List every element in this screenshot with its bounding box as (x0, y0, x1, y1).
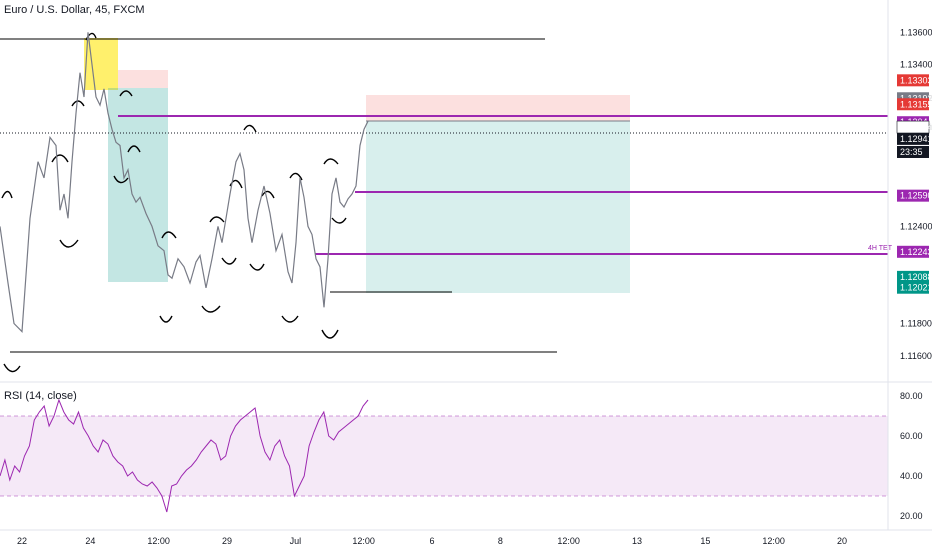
x-tick-label: 29 (222, 536, 232, 546)
swing-mark (229, 179, 243, 189)
price-tag (897, 145, 929, 158)
swing-mark (161, 231, 177, 239)
x-tick-label: 12:00 (352, 536, 375, 546)
y-tick-label: 1.12400 (900, 221, 932, 231)
y-tick-label: 1.13400 (900, 60, 932, 70)
price-tag-label: 1.12941 (900, 134, 932, 144)
rsi-tick-label: 60.00 (900, 431, 923, 441)
x-tick-label: 20 (837, 536, 847, 546)
x-tick-label: 8 (498, 536, 503, 546)
price-tag (897, 270, 929, 283)
x-tick-label: 12:00 (147, 536, 170, 546)
profit-zone-2 (366, 121, 630, 293)
y-tick-label: 1.13600 (900, 27, 932, 37)
price-tag-label: 1.12243 (900, 247, 932, 257)
swing-mark (281, 315, 299, 323)
swing-mark (59, 239, 79, 248)
swing-mark (127, 145, 141, 153)
x-tick-label: 12:00 (762, 536, 785, 546)
x-tick-label: 24 (85, 536, 95, 546)
price-tag-label: 1.12021 (900, 283, 932, 293)
swing-mark (321, 329, 339, 339)
swing-mark (243, 124, 257, 133)
rsi-label: RSI (14, close) (4, 390, 77, 402)
swing-mark (51, 154, 69, 163)
swing-mark (221, 257, 237, 265)
swing-mark (261, 190, 275, 199)
price-line (0, 32, 369, 333)
price-tag-label: 23:35 (900, 147, 923, 157)
rsi-tick-label: 20.00 (900, 511, 923, 521)
swing-mark (331, 217, 347, 224)
swing-mark (159, 315, 173, 323)
swing-mark (113, 175, 129, 184)
price-tag (897, 281, 929, 294)
price-tag (897, 74, 929, 87)
rsi-series[interactable] (0, 398, 369, 513)
stop-zone-1 (118, 70, 168, 88)
swing-mark (3, 363, 21, 373)
swing-mark (85, 32, 97, 41)
price-tag (897, 98, 929, 111)
rsi-tick-label: 40.00 (900, 471, 923, 481)
swing-mark (209, 216, 225, 223)
price-tag-label: 1.13155 (900, 99, 932, 109)
swing-mark (71, 100, 85, 107)
price-tag-label: 1.12088 (900, 272, 932, 282)
swing-mark (201, 305, 221, 313)
swing-mark (119, 90, 133, 97)
swing-mark (249, 263, 265, 271)
rsi-band (0, 416, 888, 496)
price-tag (897, 245, 929, 258)
y-tick-label: 1.11800 (900, 318, 932, 328)
rsi-axis: 80.00 60.00 40.00 20.00 (900, 391, 923, 521)
y-tick-label: 1.11600 (900, 351, 932, 361)
x-tick-label: 13 (632, 536, 642, 546)
rsi-line (0, 398, 369, 513)
price-tag-label: 1.13014 (900, 122, 932, 132)
price-series[interactable] (0, 32, 369, 333)
profit-zone-1 (108, 88, 168, 282)
price-tag-label: 1.13303 (900, 75, 932, 85)
rsi-tick-label: 80.00 (900, 391, 923, 401)
tet-label: 4H TET (868, 245, 893, 252)
symbol-title: Euro / U.S. Dollar, 45, FXCM (4, 4, 145, 16)
price-tag (897, 189, 929, 202)
stop-zone-2 (366, 95, 630, 121)
swing-mark (323, 158, 339, 165)
price-tag-label: 1.12590 (900, 191, 932, 201)
x-tick-label: 6 (429, 536, 434, 546)
price-tag (897, 132, 929, 145)
x-tick-label: 15 (700, 536, 710, 546)
x-tick-label: Jul (290, 536, 302, 546)
time-axis[interactable]: 22 24 12:00 29 Jul 12:00 6 8 12:00 13 15 12:00 20 (17, 536, 847, 546)
x-tick-label: 22 (17, 536, 27, 546)
x-tick-label: 12:00 (557, 536, 580, 546)
swing-mark (289, 172, 303, 181)
price-tags: 1.133031.131921.131551.130441.130141.129… (896, 74, 932, 294)
swing-marks (1, 32, 347, 373)
swing-mark (1, 190, 13, 199)
